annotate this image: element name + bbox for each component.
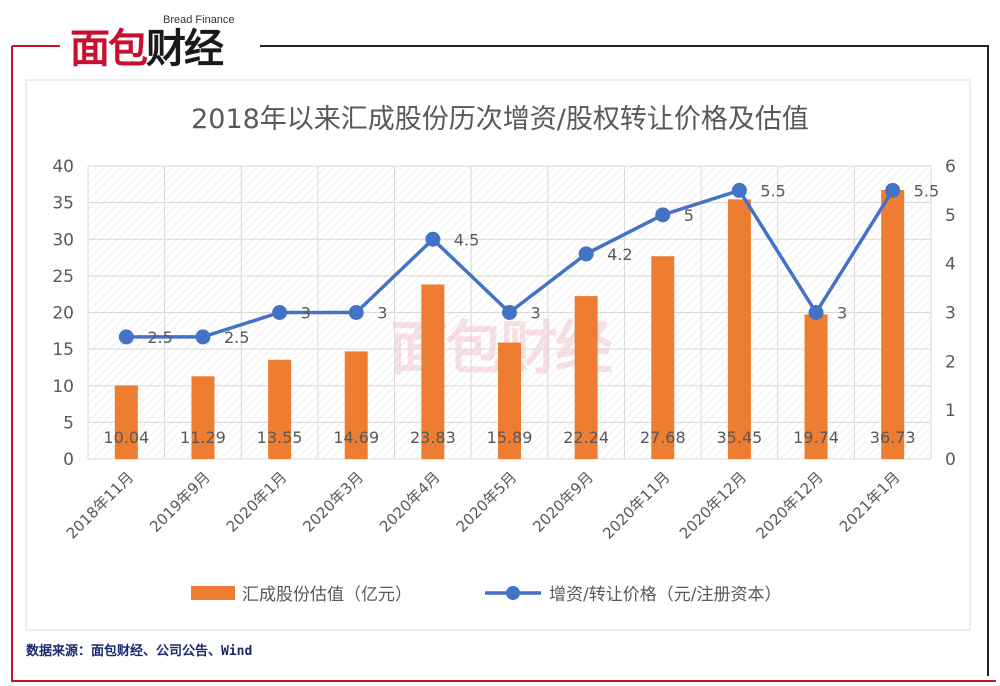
line-data-label: 3 (531, 304, 541, 323)
y-right-tick-label: 0 (945, 450, 956, 470)
line-data-label: 3 (837, 304, 847, 323)
line-point (502, 305, 517, 320)
bar-data-label: 14.69 (333, 428, 379, 447)
bar (114, 385, 138, 459)
legend-line-label: 增资/转让价格（元/注册资本） (549, 585, 781, 605)
y-left-tick-label: 0 (63, 450, 74, 470)
line-point (731, 182, 747, 198)
brand-part2: 财经 (146, 26, 224, 72)
source-note: 数据来源：面包财经、公司公告、Wind (26, 644, 253, 659)
bar-data-label: 27.68 (640, 428, 686, 447)
y-left-tick-label: 10 (52, 377, 74, 397)
bar (421, 284, 445, 459)
y-right-tick-label: 3 (945, 304, 956, 324)
y-left-tick-label: 30 (52, 230, 74, 250)
bar (344, 351, 368, 459)
bar-data-label: 19.74 (793, 428, 839, 447)
line-point (425, 231, 441, 247)
y-right-tick-label: 1 (945, 401, 956, 421)
brand-chinese-name: 面包财经 (70, 26, 224, 72)
frame-dark-border (250, 45, 989, 676)
line-point (655, 207, 671, 223)
bar (727, 199, 751, 460)
line-data-label: 3 (377, 304, 387, 323)
bar (881, 189, 905, 459)
y-left-tick-label: 25 (52, 267, 74, 287)
line-point (272, 305, 288, 320)
bar-data-label: 11.29 (180, 428, 226, 447)
bar-data-label: 35.45 (717, 428, 763, 447)
line-data-label: 4.5 (454, 230, 479, 249)
legend-line-marker (506, 586, 520, 600)
brand-english-name: Bread Finance (163, 14, 235, 26)
y-left-tick-label: 15 (52, 340, 74, 360)
frame-red-border (11, 46, 996, 682)
line-data-label: 4.2 (607, 245, 632, 264)
bar (651, 256, 675, 459)
bar-data-label: 13.55 (257, 428, 303, 447)
legend-bar-swatch (191, 586, 235, 600)
bar-data-label: 10.04 (103, 428, 149, 447)
line-data-label: 2.5 (147, 328, 172, 347)
bar (804, 314, 828, 459)
y-right-tick-label: 4 (945, 255, 956, 275)
y-right-tick-label: 2 (945, 352, 956, 372)
line-point (808, 305, 824, 320)
bar (574, 296, 598, 459)
chart-title: 2018年以来汇成股份历次增资/股权转让价格及估值 (191, 104, 809, 135)
y-left-tick-label: 5 (63, 413, 74, 433)
bar-data-label: 22.24 (563, 428, 609, 447)
line-data-label: 5 (684, 206, 694, 225)
line-data-label: 3 (301, 304, 311, 323)
y-left-tick-label: 35 (52, 194, 74, 214)
bar (268, 359, 292, 459)
bar-data-label: 36.73 (870, 428, 916, 447)
y-left-tick-label: 20 (52, 304, 74, 324)
bar (498, 342, 521, 459)
line-data-label: 5.5 (760, 181, 785, 200)
y-right-tick-label: 5 (945, 206, 956, 226)
line-data-label: 5.5 (914, 181, 939, 200)
brand-logo: Bread Finance 面包财经 (60, 6, 260, 76)
line-data-label: 2.5 (224, 328, 249, 347)
legend-bar-label: 汇成股份估值（亿元） (242, 585, 412, 605)
line-point (578, 246, 594, 262)
bar-data-label: 23.83 (410, 428, 456, 447)
brand-part1: 面包 (70, 26, 148, 72)
bar-data-label: 15.89 (487, 428, 533, 447)
y-left-tick-label: 40 (52, 157, 74, 177)
line-point (118, 329, 134, 345)
y-right-tick-label: 6 (945, 157, 956, 177)
line-point (195, 329, 211, 345)
line-point (885, 182, 901, 198)
bar (191, 376, 215, 459)
line-point (348, 305, 364, 320)
